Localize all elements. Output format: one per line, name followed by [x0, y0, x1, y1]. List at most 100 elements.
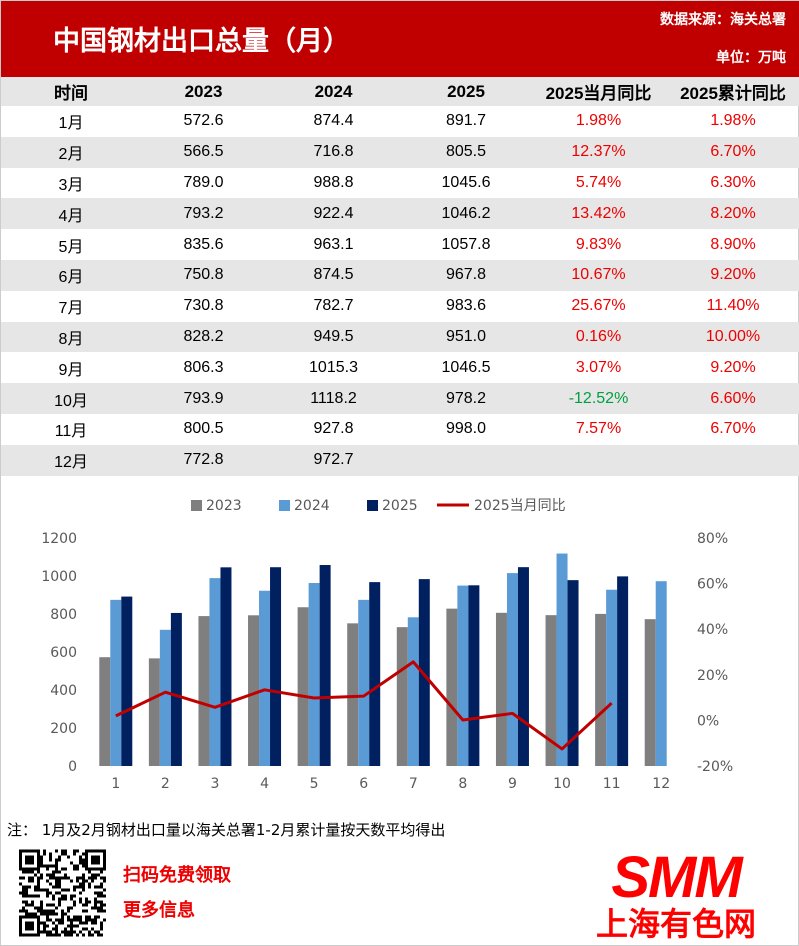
- bar-2024: [110, 599, 122, 766]
- table-cell: 782.7: [313, 297, 354, 315]
- bar-2023: [446, 608, 458, 766]
- bar-2025: [220, 567, 232, 766]
- table-cell: 789.0: [183, 173, 224, 191]
- table-row: 4月 793.2 922.4 1046.2 13.42% 8.20%: [1, 198, 799, 230]
- bar-2025: [170, 612, 182, 766]
- table-cell: 1月: [58, 115, 84, 133]
- table-cell: 13.42%: [531, 198, 666, 230]
- column-header: 2023: [141, 77, 266, 106]
- table-row: 7月 730.8 782.7 983.6 25.67% 11.40%: [1, 291, 799, 322]
- table-row: 1月 572.6 874.4 891.7 1.98% 1.98%: [1, 106, 799, 137]
- table-cell: 1046.2: [401, 198, 531, 230]
- table-cell: 25.67%: [571, 297, 626, 315]
- table-cell: 750.8: [141, 259, 266, 291]
- bar-2023: [545, 615, 557, 766]
- table-cell: 1118.2: [266, 383, 401, 414]
- table-cell: 988.8: [313, 173, 354, 191]
- legend-swatch: [191, 500, 202, 511]
- x-tick-label: 4: [260, 776, 269, 792]
- table-cell: 6.30%: [710, 173, 756, 191]
- bar-2024: [358, 599, 370, 766]
- bar-2023: [644, 619, 656, 766]
- table-row: 8月 828.2 949.5 951.0 0.16% 10.00%: [1, 321, 799, 353]
- table-cell: 963.1: [313, 235, 354, 253]
- unit-label: 单位：万吨: [716, 50, 786, 66]
- table-row: 3月 789.0 988.8 1045.6 5.74% 6.30%: [1, 168, 799, 199]
- y2-tick-label: -20%: [697, 759, 733, 775]
- legend-label: 2025当月同比: [474, 498, 566, 514]
- table-header-row: 时间 2023 2024 2025 2025当月同比 2025累计同比: [1, 77, 799, 106]
- table-cell: 4月: [1, 198, 141, 230]
- bar-2024: [655, 581, 667, 766]
- y-tick-label: 0: [68, 759, 77, 775]
- column-header: 时间: [1, 77, 141, 106]
- table-cell: 1046.5: [441, 358, 491, 376]
- y-tick-label: 800: [50, 607, 77, 623]
- x-tick-label: 10: [553, 776, 571, 792]
- table-cell: 793.9: [141, 383, 266, 414]
- table-cell: 978.2: [401, 383, 531, 414]
- footnote: 注： 1月及2月钢材出口量以海关总署1-2月累计量按天数平均得出: [7, 821, 446, 839]
- table-cell: 566.5: [141, 136, 266, 168]
- table-cell: 3.07%: [575, 358, 622, 376]
- bar-2024: [606, 589, 618, 766]
- bar-2023: [347, 623, 359, 766]
- table-cell: 972.7: [266, 444, 401, 476]
- table-cell: 716.8: [266, 136, 401, 168]
- y-tick-label: 600: [50, 645, 77, 661]
- table-cell: 927.8: [313, 420, 354, 438]
- x-tick-label: 2: [161, 776, 170, 792]
- export-table: 时间 2023 2024 2025 2025当月同比 2025累计同比 1月 572.6 87…: [1, 77, 799, 476]
- table-cell: 1015.3: [309, 358, 358, 376]
- table-row: 9月 806.3 1015.3 1046.5 3.07% 9.20%: [1, 352, 799, 383]
- y2-tick-label: 40%: [697, 622, 728, 638]
- table-cell: 3月: [58, 176, 84, 194]
- bar-2024: [209, 578, 221, 766]
- bar-2025: [270, 567, 282, 766]
- bar-2023: [198, 616, 210, 766]
- legend-label: 2024: [294, 498, 330, 514]
- bar-2025: [369, 582, 381, 766]
- table-cell: 10.67%: [531, 259, 666, 291]
- table-cell: 12月: [1, 444, 141, 476]
- x-tick-label: 11: [603, 776, 621, 792]
- table-cell: 5月: [58, 238, 84, 256]
- bar-2025: [468, 585, 480, 766]
- table-cell: 1057.8: [441, 235, 491, 253]
- x-tick-label: 5: [310, 776, 319, 792]
- logo-text-cn: 上海有色网: [595, 905, 756, 943]
- legend-swatch: [367, 500, 378, 511]
- table-cell: 12.37%: [531, 136, 666, 168]
- cta-scan: 扫码免费领取: [123, 865, 231, 886]
- bar-2024: [457, 585, 469, 766]
- bar-2023: [495, 612, 507, 766]
- y-tick-label: 200: [50, 721, 77, 737]
- y2-tick-label: 20%: [697, 668, 728, 684]
- bar-2024: [308, 583, 320, 766]
- table-row: 10月 793.9 1118.2 978.2 -12.52% 6.60%: [1, 383, 799, 414]
- table-cell: 6.70%: [666, 136, 799, 168]
- table-cell: [401, 444, 531, 476]
- page-title: 中国钢材出口总量（月）: [53, 26, 350, 57]
- table-cell: 5.74%: [575, 173, 622, 191]
- bar-2025: [121, 596, 133, 766]
- qr-code-icon[interactable]: [19, 849, 106, 937]
- table-cell: 9.83%: [575, 235, 622, 253]
- column-header: 2025累计同比: [666, 77, 799, 106]
- x-tick-label: 12: [652, 776, 670, 792]
- table-cell: 10.00%: [666, 321, 799, 353]
- bar-2023: [248, 615, 260, 766]
- table-cell: 6.60%: [666, 383, 799, 414]
- table-cell: 967.8: [401, 259, 531, 291]
- bar-2023: [595, 613, 607, 766]
- bar-2024: [159, 629, 171, 766]
- bar-2025: [617, 576, 629, 766]
- column-header: 2024: [266, 77, 401, 106]
- bar-2023: [396, 627, 408, 766]
- table-row: 12月 772.8 972.7: [1, 444, 799, 476]
- table-cell: 10月: [1, 383, 141, 414]
- bar-2025: [319, 565, 331, 766]
- legend-label: 2025: [382, 498, 418, 514]
- table-cell: 9月: [58, 361, 84, 379]
- y2-tick-label: 60%: [697, 577, 728, 593]
